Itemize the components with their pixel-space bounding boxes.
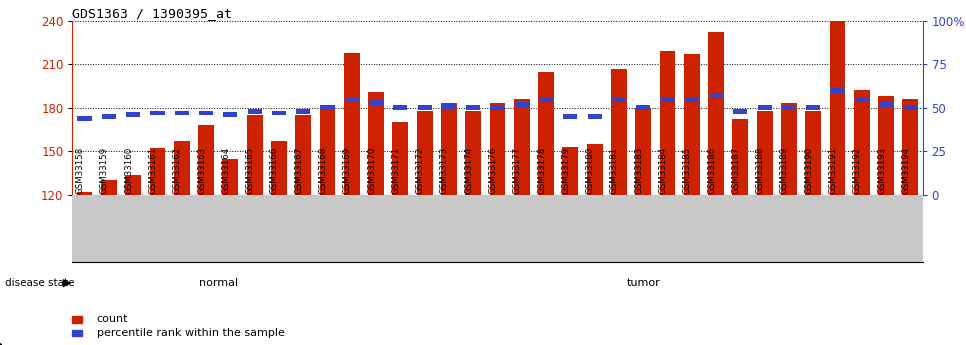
Bar [709, 93, 724, 98]
Bar [344, 53, 359, 195]
Bar [732, 119, 749, 195]
Bar [708, 32, 724, 195]
Bar [466, 111, 481, 195]
Bar [393, 105, 408, 110]
Bar [392, 122, 409, 195]
Bar [879, 102, 894, 107]
Bar [345, 97, 358, 101]
Bar [151, 111, 164, 116]
Bar [684, 54, 699, 195]
Bar [199, 111, 213, 116]
Bar [271, 141, 287, 195]
Bar [222, 159, 239, 195]
Bar [806, 111, 821, 195]
Bar [150, 148, 165, 195]
Bar [491, 105, 504, 110]
Bar [416, 111, 433, 195]
Text: disease state: disease state [5, 278, 74, 288]
Bar [369, 100, 384, 105]
Bar [661, 97, 674, 101]
Bar [586, 144, 603, 195]
Bar [781, 104, 797, 195]
Bar [417, 105, 432, 110]
Bar [101, 114, 116, 119]
Bar [855, 97, 868, 101]
Bar [320, 105, 335, 195]
Bar [127, 112, 140, 117]
Text: percentile rank within the sample: percentile rank within the sample [97, 328, 284, 338]
Bar [781, 105, 796, 110]
Bar [247, 109, 262, 114]
Bar [514, 99, 529, 195]
Text: normal: normal [199, 278, 238, 288]
Bar [733, 109, 748, 114]
Bar [296, 115, 311, 195]
Bar [637, 105, 650, 110]
Bar [878, 96, 894, 195]
Text: count: count [97, 315, 128, 324]
Bar [903, 105, 918, 110]
Bar [515, 102, 528, 107]
Bar [854, 90, 869, 195]
Bar [467, 105, 480, 110]
Bar [756, 111, 773, 195]
Bar [902, 99, 919, 195]
Bar [539, 97, 554, 101]
Bar [587, 114, 602, 119]
Bar [757, 105, 772, 110]
Bar [490, 104, 505, 195]
Bar [441, 104, 457, 195]
Text: GDS1363 / 1390395_at: GDS1363 / 1390395_at [72, 7, 233, 20]
Bar [198, 125, 213, 195]
Bar [246, 115, 263, 195]
Bar [321, 105, 334, 110]
Bar [611, 69, 627, 195]
Bar [271, 111, 286, 116]
Bar [830, 21, 845, 195]
Bar [368, 92, 384, 195]
Bar [831, 88, 844, 93]
Bar [563, 114, 578, 119]
Bar [174, 141, 189, 195]
Bar [538, 71, 554, 195]
Bar [660, 51, 675, 195]
Bar [76, 192, 93, 195]
Bar [562, 147, 579, 195]
Bar [126, 175, 141, 195]
Bar [297, 109, 310, 114]
Bar [611, 97, 626, 101]
Bar [685, 97, 698, 101]
Text: tumor: tumor [626, 278, 660, 288]
Bar [441, 104, 456, 109]
Text: ▶: ▶ [63, 278, 71, 288]
Bar [77, 116, 92, 121]
Bar [101, 180, 117, 195]
Bar [807, 105, 820, 110]
Bar [175, 111, 188, 116]
Bar [223, 112, 238, 117]
Bar [636, 108, 651, 195]
